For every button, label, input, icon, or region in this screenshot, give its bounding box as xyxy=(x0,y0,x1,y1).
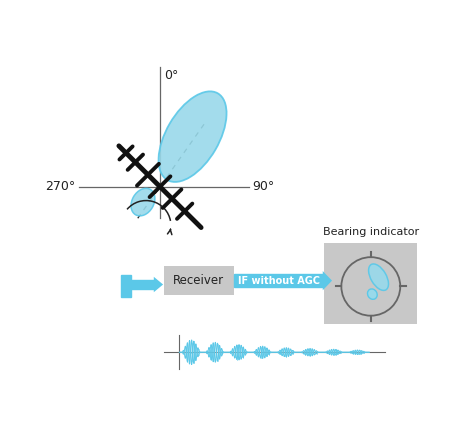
Polygon shape xyxy=(121,275,130,297)
Polygon shape xyxy=(323,271,332,290)
FancyBboxPatch shape xyxy=(324,243,417,324)
Text: 90°: 90° xyxy=(252,180,274,193)
Text: 270°: 270° xyxy=(46,180,75,193)
Text: Bearing indicator: Bearing indicator xyxy=(323,227,419,237)
Ellipse shape xyxy=(367,289,377,299)
Text: Receiver: Receiver xyxy=(173,274,224,287)
Ellipse shape xyxy=(131,188,155,216)
Text: 0°: 0° xyxy=(164,69,178,82)
Polygon shape xyxy=(154,277,163,292)
Polygon shape xyxy=(130,280,154,289)
Polygon shape xyxy=(235,274,323,287)
Ellipse shape xyxy=(369,264,389,291)
Text: IF without AGC: IF without AGC xyxy=(237,276,319,286)
FancyBboxPatch shape xyxy=(164,266,234,295)
Ellipse shape xyxy=(159,91,227,182)
